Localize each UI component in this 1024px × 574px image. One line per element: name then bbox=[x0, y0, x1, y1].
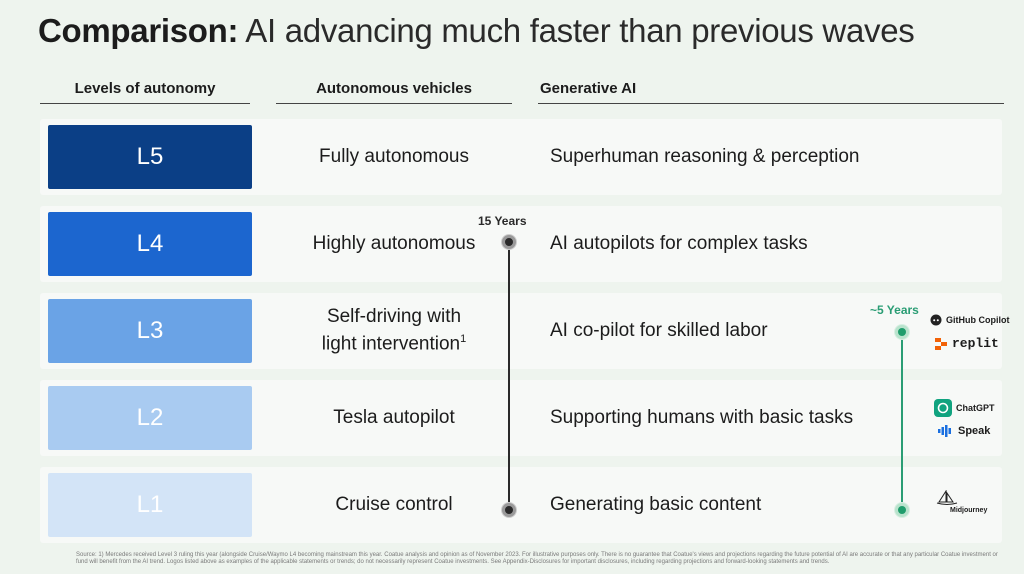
footnote-marker: 1 bbox=[460, 333, 467, 346]
column-header-generative-ai: Generative AI bbox=[538, 80, 1004, 104]
gai-text-l4: AI autopilots for complex tasks bbox=[550, 233, 808, 254]
level-badge-l1: L1 bbox=[48, 473, 252, 537]
gai-text-l2: Supporting humans with basic tasks bbox=[550, 407, 854, 428]
chatgpt-icon bbox=[934, 399, 952, 417]
av-text-l3: Self-driving with light intervention1 bbox=[321, 306, 467, 355]
gai-timeline-dot-top bbox=[895, 325, 909, 339]
github-copilot-icon bbox=[930, 314, 942, 326]
footnote: Source: 1) Mercedes received Level 3 rul… bbox=[76, 552, 998, 565]
title-bold: Comparison: bbox=[38, 12, 239, 49]
table-row-l1: L1 Cruise control Generating basic conte… bbox=[40, 467, 1002, 543]
replit-logo: replit bbox=[934, 336, 999, 351]
level-badge-l4: L4 bbox=[48, 212, 252, 276]
midjourney-logo: Midjourney bbox=[936, 490, 987, 514]
table-row-l5: L5 Fully autonomous Superhuman reasoning… bbox=[40, 119, 1002, 195]
av-timeline-dot-bottom bbox=[502, 503, 516, 517]
gai-text-l3: AI co-pilot for skilled labor bbox=[550, 320, 768, 341]
av-timeline-dot-top bbox=[502, 235, 516, 249]
gai-timeline-label: ~5 Years bbox=[870, 303, 919, 317]
av-text-l4: Highly autonomous bbox=[312, 233, 476, 254]
github-copilot-logo: GitHub Copilot bbox=[930, 314, 1009, 326]
gai-text-l5: Superhuman reasoning & perception bbox=[550, 146, 860, 167]
av-text-l5: Fully autonomous bbox=[319, 146, 469, 167]
gai-timeline-line bbox=[901, 332, 903, 510]
replit-icon bbox=[935, 337, 947, 350]
chatgpt-logo: ChatGPT bbox=[934, 399, 995, 417]
gai-timeline-dot-bottom bbox=[895, 503, 909, 517]
page-title: Comparison: AI advancing much faster tha… bbox=[38, 12, 915, 50]
column-header-levels: Levels of autonomy bbox=[40, 80, 250, 104]
column-header-autonomous-vehicles: Autonomous vehicles bbox=[276, 80, 512, 104]
level-badge-l2: L2 bbox=[48, 386, 252, 450]
speak-icon bbox=[938, 425, 951, 437]
av-timeline-line bbox=[508, 242, 510, 510]
title-rest: AI advancing much faster than previous w… bbox=[245, 12, 915, 49]
av-text-l1: Cruise control bbox=[335, 494, 453, 515]
av-timeline-label: 15 Years bbox=[478, 214, 527, 228]
table-row-l2: L2 Tesla autopilot Supporting humans wit… bbox=[40, 380, 1002, 456]
av-text-l2: Tesla autopilot bbox=[333, 407, 455, 428]
speak-logo: Speak bbox=[938, 425, 990, 437]
gai-text-l1: Generating basic content bbox=[550, 494, 762, 515]
table-row-l3: L3 Self-driving with light intervention1… bbox=[40, 293, 1002, 369]
level-badge-l5: L5 bbox=[48, 125, 252, 189]
level-badge-l3: L3 bbox=[48, 299, 252, 363]
table-row-l4: L4 Highly autonomous AI autopilots for c… bbox=[40, 206, 1002, 282]
midjourney-icon bbox=[936, 490, 958, 505]
